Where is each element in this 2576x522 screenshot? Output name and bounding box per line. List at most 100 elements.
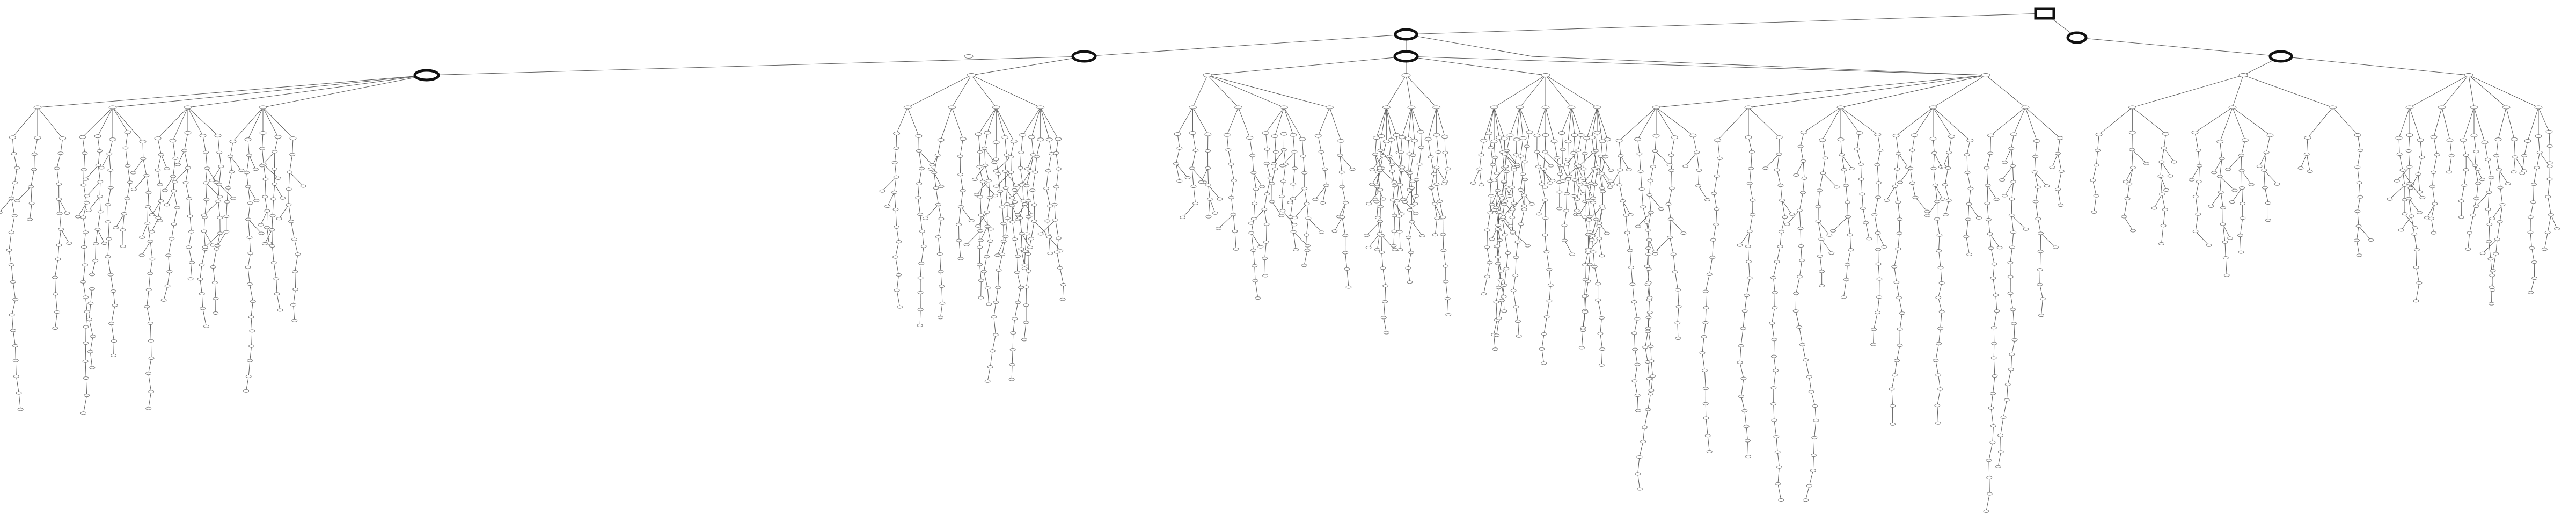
tree-edge [295, 271, 296, 289]
tree-node [1522, 178, 1528, 182]
tree-node [2407, 186, 2414, 190]
tree-edge [1496, 302, 1497, 320]
tree-node [1189, 131, 1196, 135]
tree-edge [1386, 75, 1407, 108]
tree-edge [1366, 221, 1380, 236]
tree-node [1248, 231, 1255, 235]
tree-edge [2219, 176, 2221, 193]
tree-edge [1813, 437, 1815, 456]
tree-node [2490, 269, 2496, 272]
tree-edge [2463, 140, 2467, 156]
tree-edge [31, 169, 35, 187]
tree-edge [1538, 166, 1553, 181]
tree-edge [1706, 418, 1708, 436]
tree-node [2354, 133, 2361, 137]
tree-edge [1896, 282, 1899, 298]
tree-node [1576, 183, 1583, 187]
tree-node [2222, 240, 2228, 244]
tree-edge [1799, 327, 1803, 345]
tree-edge [262, 133, 264, 149]
tree-node [1413, 212, 1419, 215]
tree-edge [1340, 155, 1342, 172]
tree-node [124, 130, 131, 134]
tree-edge [921, 246, 924, 264]
tree-node [1894, 167, 1900, 171]
tree-node [891, 191, 898, 194]
tree-node [1593, 218, 1599, 221]
tree-edge [1578, 152, 1594, 166]
tree-node [1866, 237, 1872, 241]
tree-edge [1993, 358, 1995, 376]
tree-node [1738, 395, 1744, 398]
tree-node [1599, 172, 1605, 176]
tree-edge [1937, 219, 1940, 235]
tree-node [2038, 314, 2044, 317]
tree-node [1582, 278, 1589, 281]
tree-edge [246, 155, 250, 173]
tree-node [1599, 206, 1606, 210]
tree-edge [1581, 330, 1584, 348]
tree-edge [83, 281, 86, 298]
tree-edge [262, 107, 294, 139]
tree-edge [1599, 156, 1601, 173]
tree-node [2395, 136, 2403, 140]
tree-node [12, 344, 18, 347]
tree-edge [2332, 107, 2358, 135]
tree-edge [1520, 138, 1524, 156]
tree-node [82, 359, 89, 363]
tree-node [1647, 179, 1653, 183]
tree-edge [13, 153, 17, 168]
tree-edge [2097, 134, 2099, 151]
tree-node [1701, 368, 1708, 372]
tree-edge [1445, 153, 1448, 169]
tree-node [1744, 294, 1750, 298]
tree-edge [2243, 75, 2333, 108]
tree-edge [1634, 364, 1638, 381]
tree-node [1023, 303, 1029, 307]
tree-node [977, 238, 984, 242]
tree-node [992, 140, 1000, 144]
tree-node [2394, 179, 2400, 183]
tree-edge [1600, 141, 1603, 157]
tree-node [1745, 439, 1751, 443]
tree-edge [1049, 139, 1052, 154]
tree-edge [12, 107, 38, 138]
tree-edge [1637, 139, 1640, 154]
tree-node [1023, 285, 1029, 289]
tree-edge [2499, 169, 2508, 184]
tree-edge [92, 260, 96, 275]
tree-node [1004, 153, 1010, 157]
tree-edge [1993, 376, 1995, 394]
tree-node [203, 198, 210, 201]
tree-edge [1600, 156, 1612, 171]
tree-edge [1510, 107, 1520, 135]
tree-node [52, 327, 58, 330]
tree-edge [1411, 107, 1421, 132]
tree-node [2011, 338, 2018, 342]
tree-edge [2125, 167, 2133, 182]
tree-edge [1811, 392, 1816, 407]
tree-node [1580, 167, 1587, 171]
tree-node [1010, 331, 1016, 335]
tree-node [1745, 135, 1752, 140]
tree-node [270, 197, 277, 201]
tree-node [203, 181, 209, 185]
tree-edge [1846, 264, 1848, 280]
tree-node [1966, 252, 1973, 256]
tree-node [1349, 168, 1356, 171]
tree-node [997, 190, 1004, 193]
tree-edge [1741, 396, 1745, 411]
tree-edge [2012, 309, 2015, 324]
tree-node [56, 243, 62, 247]
tree-edge [980, 280, 982, 298]
tree-node [1484, 228, 1490, 232]
tree-node [2413, 265, 2419, 269]
tree-edge [110, 274, 114, 292]
tree-edge [90, 288, 92, 304]
tree-node [247, 359, 253, 363]
tree-edge [168, 238, 172, 256]
tree-edge [990, 351, 993, 367]
tree-edge [247, 107, 264, 140]
tree-node [1585, 251, 1591, 254]
tree-edge [1739, 345, 1741, 363]
